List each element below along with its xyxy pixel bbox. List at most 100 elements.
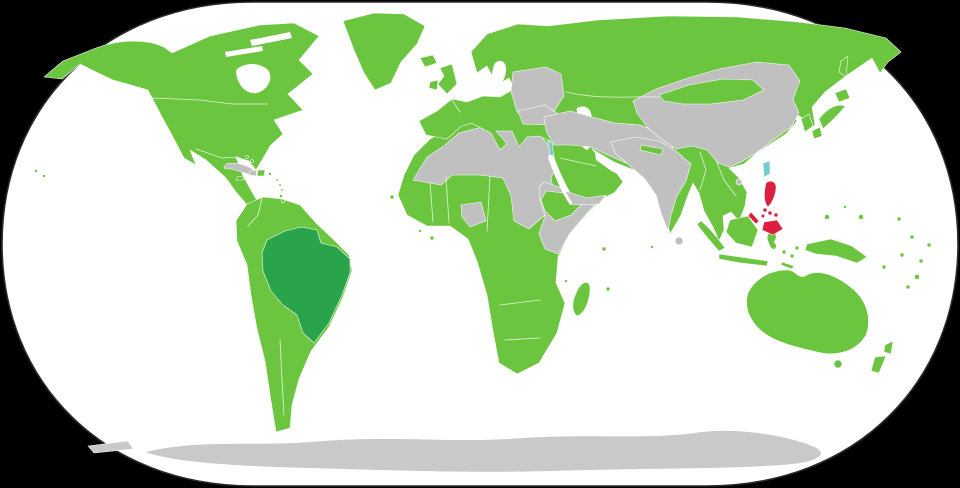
island-dots [34, 169, 932, 292]
philippines-luzon [764, 180, 777, 208]
region-indonesia [696, 215, 800, 270]
arctic-channel-1 [250, 32, 292, 46]
indonesia-island-dot [794, 245, 800, 251]
pacific-island-dot [42, 174, 46, 178]
indian-ocean-island-dot [564, 279, 568, 283]
pacific-island-dot [909, 234, 915, 240]
pacific-island-dot [881, 264, 887, 270]
region-jamaica [235, 175, 245, 181]
border-us-mexico [195, 148, 239, 159]
indonesia-island-dot [781, 249, 787, 255]
pacific-island-dot [905, 284, 911, 290]
region-ireland [428, 79, 439, 91]
region-australia [746, 269, 869, 354]
border-southern-africa-1 [499, 299, 541, 306]
persian-gulf [595, 153, 624, 176]
philippines-mindanao [761, 219, 784, 236]
caribbean-island-dot [278, 183, 282, 187]
red-sea [548, 150, 574, 205]
japan-honshu [818, 104, 846, 130]
pacific-island-dot [918, 258, 924, 264]
new-zealand-south-island [870, 355, 887, 374]
region-mongolia [658, 78, 765, 105]
japan-kyushu [811, 126, 823, 140]
region-iceland [419, 54, 438, 68]
region-sri-lanka [674, 236, 684, 246]
region-japan [811, 88, 851, 140]
region-caribbean [223, 155, 286, 204]
antarctica-main [144, 430, 822, 473]
region-cuba [223, 162, 258, 177]
region-madagascar [572, 282, 591, 317]
region-sakhalin [838, 55, 849, 78]
philippines-visayas-dot [760, 213, 766, 219]
pacific-island-dot [843, 205, 847, 209]
region-nepal [639, 144, 664, 156]
atlantic-island-dot [429, 235, 435, 241]
baltic-sea [491, 60, 507, 86]
border-norway-sweden [486, 66, 493, 85]
region-philippines [747, 180, 784, 236]
border-south-america-1 [247, 197, 263, 227]
border-indochina-1 [699, 151, 707, 191]
border-south-america-2 [279, 339, 285, 416]
pacific-island-dot [899, 252, 905, 258]
philippines-palawan [747, 211, 760, 225]
region-nigeria [460, 201, 487, 228]
region-india [610, 136, 692, 232]
atlantic-island-dot [389, 194, 395, 200]
philippines-visayas-dot [762, 207, 768, 213]
hudson-bay [236, 64, 271, 94]
indonesia-java [718, 253, 769, 267]
country-borders [151, 66, 737, 416]
indonesia-sumatra [696, 220, 726, 252]
antarctica-ice-shelf [87, 440, 134, 454]
pacific-island-dot [34, 169, 38, 173]
border-central-africa [486, 175, 491, 232]
region-greenland [342, 12, 426, 91]
pacific-island-dot [824, 214, 830, 220]
japan-hokkaido [834, 88, 851, 103]
arctic-channel-2 [225, 46, 263, 57]
philippines-visayas-dot [767, 210, 773, 216]
caribbean-island-dot [280, 188, 284, 192]
indonesia-timor [780, 261, 795, 270]
new-zealand-north-island [883, 340, 894, 355]
border-us-canada [151, 97, 269, 105]
caribbean-island-dot [280, 198, 286, 204]
region-antarctica [87, 430, 822, 473]
indonesia-sulawesi [766, 232, 777, 250]
region-tasmania [833, 359, 843, 369]
caribbean-island-dot [279, 194, 283, 198]
region-hainan [735, 178, 743, 186]
region-new-guinea [804, 238, 868, 264]
atlantic-island-dot [418, 229, 422, 233]
pacific-island-dot [896, 216, 902, 222]
border-southern-africa-2 [504, 337, 541, 341]
region-israel [547, 140, 555, 157]
pacific-island-dot [858, 214, 864, 220]
border-indochina-2 [715, 159, 737, 197]
border-west-africa-2 [445, 176, 450, 224]
indonesia-island-dot [789, 253, 795, 259]
indian-ocean-island-dot [605, 286, 611, 292]
region-new-zealand [870, 340, 894, 374]
border-france-spain [451, 99, 461, 113]
indian-ocean-island-dot [601, 246, 607, 252]
region-brazil [261, 226, 351, 344]
border-russia-kazakhstan [565, 91, 660, 98]
indian-ocean-island-dot [650, 245, 654, 249]
caribbean-island-dot [250, 159, 254, 163]
pacific-island-dot [926, 242, 932, 248]
region-yemen [564, 190, 607, 206]
border-west-africa-1 [429, 181, 434, 223]
region-haiti [248, 169, 258, 177]
caribbean-island-dot [275, 178, 279, 182]
caribbean-island-dot [245, 155, 249, 159]
pacific-island-dot [914, 274, 920, 280]
philippines-visayas-dot [773, 212, 779, 218]
border-arabia [559, 157, 597, 167]
region-taiwan [762, 160, 771, 178]
